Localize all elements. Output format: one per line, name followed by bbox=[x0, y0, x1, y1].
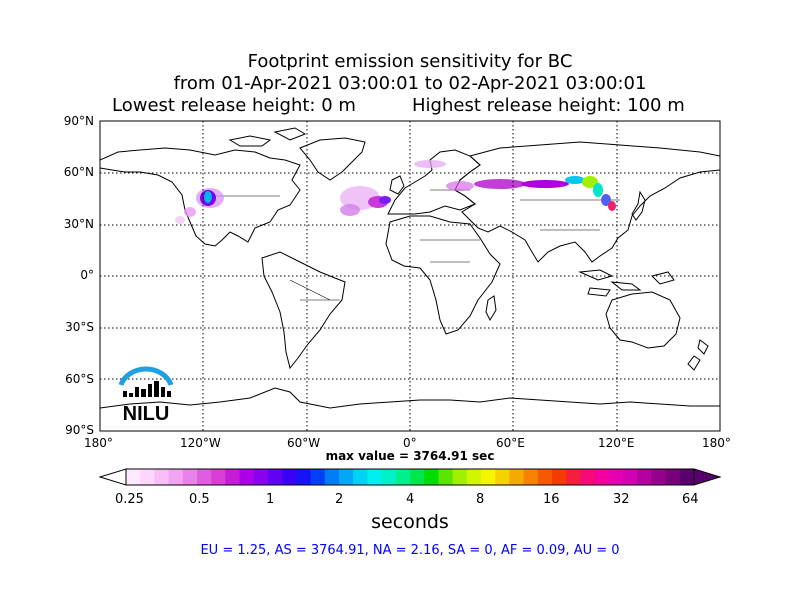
colorbar-cell bbox=[296, 469, 312, 485]
colorbar-cell bbox=[168, 469, 184, 485]
colorbar-cell bbox=[395, 469, 411, 485]
colorbar-cell bbox=[410, 469, 425, 485]
coast-north-america bbox=[100, 147, 301, 247]
colorbar-tick-64: 64 bbox=[682, 492, 699, 507]
lon-label-180e: 180° bbox=[702, 436, 731, 450]
lat-label-90s: 90°S bbox=[65, 423, 94, 437]
colorbar-cell bbox=[637, 469, 652, 485]
lon-label-60w: 60°W bbox=[287, 436, 321, 450]
lon-label-180w: 180° bbox=[84, 436, 113, 450]
colorbar-tick-32: 32 bbox=[613, 492, 630, 507]
colorbar-cell bbox=[225, 469, 241, 485]
colorbar-tick-16: 16 bbox=[543, 492, 560, 507]
graticule bbox=[100, 121, 720, 431]
colorbar-cell bbox=[594, 469, 610, 485]
colorbar-cells bbox=[126, 469, 695, 485]
coast-new-zealand bbox=[687, 339, 709, 371]
lon-label-120w: 120°W bbox=[180, 436, 221, 450]
coast-asia bbox=[454, 141, 720, 263]
lat-label-30s: 30°S bbox=[65, 320, 94, 334]
lon-label-60e: 60°E bbox=[496, 436, 525, 450]
colorbar-cell bbox=[339, 469, 354, 485]
colorbar-cell bbox=[651, 469, 667, 485]
colorbar-min-arrow bbox=[98, 468, 127, 486]
colorbar-cell bbox=[211, 469, 226, 485]
colorbar-cell bbox=[353, 469, 368, 485]
colorbar-tick-2: 2 bbox=[335, 492, 344, 507]
colorbar-tick-8: 8 bbox=[476, 492, 485, 507]
colorbar-cell bbox=[324, 469, 340, 485]
colorbar-cell bbox=[495, 469, 510, 485]
colorbar-cell bbox=[253, 469, 269, 485]
colorbar-cell bbox=[367, 469, 383, 485]
coast-australia bbox=[605, 291, 681, 349]
colorbar-max-arrow bbox=[693, 468, 722, 486]
colorbar-cell bbox=[665, 469, 681, 485]
colorbar-cell bbox=[438, 469, 454, 485]
colorbar-cell bbox=[197, 469, 212, 485]
colorbar-cell bbox=[381, 469, 397, 485]
colorbar-cell bbox=[679, 469, 695, 485]
colorbar-cell bbox=[608, 469, 624, 485]
coast-madagascar bbox=[485, 295, 497, 322]
logo-text: NILU bbox=[123, 403, 170, 423]
colorbar-cell bbox=[424, 469, 439, 485]
colorbar-cell bbox=[239, 469, 255, 485]
lon-label-120e: 120°E bbox=[598, 436, 635, 450]
colorbar-tick-1: 1 bbox=[266, 492, 275, 507]
colorbar-tick-0-25: 0.25 bbox=[115, 492, 144, 507]
nilu-logo: NILU bbox=[118, 366, 174, 423]
colorbar-tick-0-5: 0.5 bbox=[189, 492, 210, 507]
colorbar-tick-4: 4 bbox=[406, 492, 415, 507]
country-borders bbox=[210, 189, 620, 301]
colorbar-cell bbox=[552, 469, 567, 485]
region-totals: EU = 1.25, AS = 3764.91, NA = 2.16, SA =… bbox=[200, 543, 620, 558]
lat-label-0: 0° bbox=[80, 268, 94, 282]
lat-label-30n: 30°N bbox=[63, 217, 94, 231]
coast-arctic-islands bbox=[228, 127, 307, 147]
chart-title-highest-height: Highest release height: 100 m bbox=[412, 95, 685, 116]
colorbar-frame bbox=[125, 468, 695, 486]
colorbar-cell bbox=[481, 469, 496, 485]
colorbar-cell bbox=[466, 469, 482, 485]
colorbar-cell bbox=[580, 469, 596, 485]
chart-title-line-2: from 01-Apr-2021 03:00:01 to 02-Apr-2021… bbox=[173, 73, 647, 94]
colorbar-cell bbox=[310, 469, 326, 485]
colorbar-cell bbox=[509, 469, 525, 485]
colorbar-cell bbox=[154, 469, 170, 485]
chart-title-lowest-height: Lowest release height: 0 m bbox=[112, 95, 356, 116]
coast-british-isles bbox=[389, 175, 405, 195]
lon-label-0: 0° bbox=[403, 436, 417, 450]
colorbar-cell bbox=[140, 469, 155, 485]
colorbar-cell bbox=[566, 469, 581, 485]
colorbar-cell bbox=[623, 469, 638, 485]
logo-skyline bbox=[123, 381, 171, 397]
colorbar-unit-label: seconds bbox=[371, 511, 449, 533]
coast-antarctica bbox=[100, 387, 720, 409]
colorbar-cell bbox=[282, 469, 297, 485]
lat-label-90n: 90°N bbox=[63, 114, 94, 128]
colorbar-cell bbox=[182, 469, 198, 485]
max-value-label: max value = 3764.91 sec bbox=[325, 449, 495, 463]
chart-title-line-1: Footprint emission sensitivity for BC bbox=[247, 51, 573, 72]
coast-south-america bbox=[261, 251, 346, 370]
coast-africa bbox=[385, 215, 501, 335]
coast-greenland bbox=[299, 137, 366, 181]
map-frame bbox=[99, 120, 721, 432]
logo-arc bbox=[118, 366, 174, 386]
colorbar-cell bbox=[523, 469, 539, 485]
coast-japan bbox=[631, 190, 646, 221]
colorbar-cell bbox=[537, 469, 553, 485]
colorbar-cell bbox=[268, 469, 283, 485]
colorbar-cell bbox=[452, 469, 468, 485]
lat-label-60s: 60°S bbox=[65, 372, 94, 386]
lat-label-60n: 60°N bbox=[63, 165, 94, 179]
colorbar-cell bbox=[126, 469, 141, 485]
